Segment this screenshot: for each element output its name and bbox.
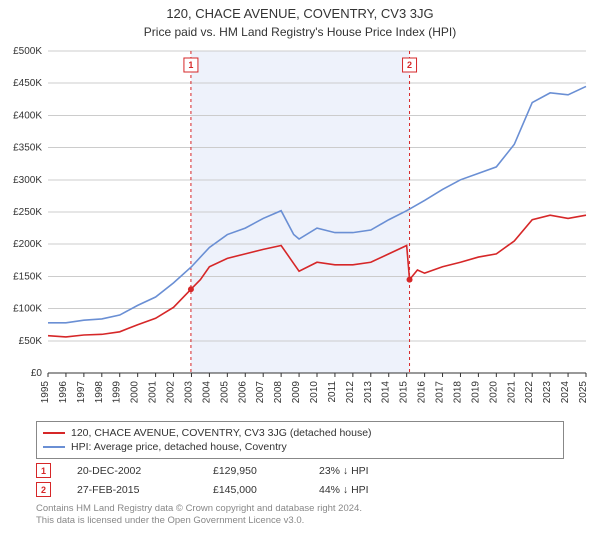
x-tick-label: 2012 [345,381,356,404]
x-tick-label: 2005 [219,381,230,404]
x-tick-label: 2015 [399,381,410,404]
y-tick-label: £350K [13,143,42,154]
y-tick-label: £450K [13,78,42,89]
x-tick-label: 2016 [417,381,428,404]
y-tick-label: £0 [31,368,43,379]
legend-swatch [43,446,65,448]
legend-label: 120, CHACE AVENUE, COVENTRY, CV3 3JG (de… [71,426,372,440]
line-chart: £0 £50K £100K £150K £200K £250K £300K £350K £400… [0,45,600,415]
x-tick-label: 1999 [112,381,123,404]
sale-row-marker: 1 [36,463,51,478]
x-tick-label: 2004 [201,381,212,404]
y-tick-label: £400K [13,110,42,121]
x-tick-label: 2021 [506,381,517,404]
y-tick-label: £50K [19,336,43,347]
legend-label: HPI: Average price, detached house, Cove… [71,440,287,454]
legend-swatch [43,432,65,434]
legend-item: 120, CHACE AVENUE, COVENTRY, CV3 3JG (de… [43,426,557,440]
sale-row-date: 27-FEB-2015 [77,484,187,496]
x-tick-label: 1995 [40,381,51,404]
x-tick-label: 2024 [560,381,571,404]
x-tick-label: 2008 [273,381,284,404]
x-tick-label: 2018 [452,381,463,404]
x-tick-label: 2025 [578,381,589,404]
footer-line-2: This data is licensed under the Open Gov… [36,515,564,527]
chart-title: 120, CHACE AVENUE, COVENTRY, CV3 3JG [0,0,600,21]
legend-item: HPI: Average price, detached house, Cove… [43,440,557,454]
y-tick-label: £250K [13,207,42,218]
x-tick-label: 2003 [183,381,194,404]
sale-marker-dot [188,286,194,292]
x-tick-label: 2014 [381,381,392,404]
x-tick-label: 2011 [327,381,338,403]
sale-row-date: 20-DEC-2002 [77,465,187,477]
sale-row-price: £129,950 [213,465,293,477]
y-tick-label: £150K [13,271,42,282]
x-tick-label: 2009 [291,381,302,404]
x-tick-label: 2013 [363,381,374,404]
y-tick-label: £500K [13,46,42,57]
sale-marker-number: 1 [188,60,193,70]
x-axis: 1995 1996 1997 1998 1999 2000 2001 2002 2003 2004… [40,373,589,403]
x-tick-label: 2001 [148,381,159,404]
x-tick-label: 1997 [76,381,87,404]
x-tick-label: 2002 [166,381,177,404]
y-tick-label: £300K [13,175,42,186]
sales-table: 1 20-DEC-2002 £129,950 23% ↓ HPI 2 27-FEB-201… [0,463,600,497]
x-tick-label: 2007 [255,381,266,404]
sale-marker-dot [407,277,413,283]
x-tick-label: 2006 [237,381,248,404]
sale-row-marker: 2 [36,482,51,497]
x-tick-label: 2023 [542,381,553,404]
y-axis: £0 £50K £100K £150K £200K £250K £300K £350K £400… [13,46,42,379]
x-tick-label: 2000 [130,381,141,404]
x-tick-label: 2019 [470,381,481,404]
x-tick-label: 2020 [488,381,499,404]
legend: 120, CHACE AVENUE, COVENTRY, CV3 3JG (de… [36,421,564,459]
footer-attribution: Contains HM Land Registry data © Crown c… [36,503,564,527]
x-tick-label: 2010 [309,381,320,404]
x-tick-label: 2022 [524,381,535,404]
sale-row: 1 20-DEC-2002 £129,950 23% ↓ HPI [36,463,564,478]
x-tick-label: 2017 [435,381,446,404]
sale-row-delta: 44% ↓ HPI [319,484,369,496]
x-tick-label: 1996 [58,381,69,404]
sale-marker-number: 2 [407,60,412,70]
x-tick-label: 1998 [94,381,105,404]
chart-area: £0 £50K £100K £150K £200K £250K £300K £350K £400… [0,45,600,415]
footer-line-1: Contains HM Land Registry data © Crown c… [36,503,564,515]
y-tick-label: £100K [13,304,42,315]
sale-row-price: £145,000 [213,484,293,496]
chart-subtitle: Price paid vs. HM Land Registry's House … [0,21,600,45]
y-tick-label: £200K [13,239,42,250]
sale-row-delta: 23% ↓ HPI [319,465,369,477]
sale-row: 2 27-FEB-2015 £145,000 44% ↓ HPI [36,482,564,497]
